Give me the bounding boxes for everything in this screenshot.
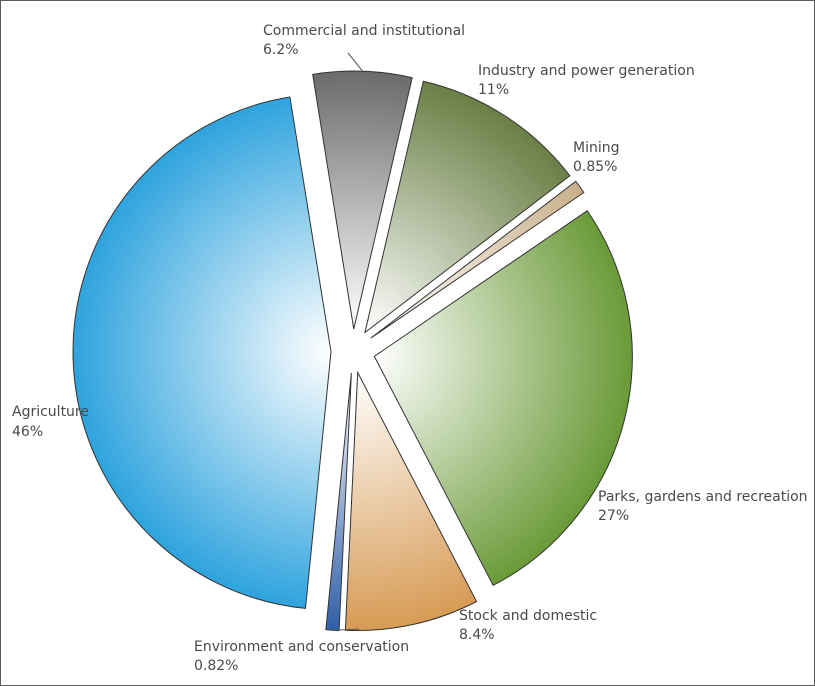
- pie-slice-environment: [325, 372, 352, 632]
- slice-label-name: Parks, gardens and recreation: [598, 489, 808, 505]
- pie-slices: [72, 70, 633, 632]
- slice-label-name: Agriculture: [12, 404, 89, 420]
- slice-label-percent: 0.82%: [194, 658, 238, 674]
- slice-label-commercial: Commercial and institutional 6.2%: [263, 23, 465, 58]
- leader-line-environment: [332, 628, 360, 631]
- pie-slice-parks: [373, 210, 633, 587]
- leader-line-commercial: [347, 52, 363, 72]
- slice-label-industry: Industry and power generation 11%: [478, 63, 695, 98]
- slice-label-percent: 8.4%: [459, 627, 495, 643]
- slice-label-percent: 0.85%: [573, 159, 617, 175]
- pie-slice-mining: [370, 180, 585, 339]
- slice-label-name: Commercial and institutional: [263, 23, 465, 39]
- pie-slice-industry: [364, 80, 571, 334]
- slice-label-percent: 11%: [478, 82, 509, 98]
- slice-label-agriculture: Agriculture 46%: [12, 404, 89, 440]
- slice-label-mining: Mining 0.85%: [573, 140, 620, 175]
- slice-label-name: Industry and power generation: [478, 63, 695, 79]
- slice-label-percent: 46%: [12, 424, 43, 440]
- slice-label-name: Environment and conservation: [194, 639, 409, 655]
- slice-label-percent: 6.2%: [263, 42, 299, 58]
- slice-label-name: Mining: [573, 140, 620, 156]
- slice-label-percent: 27%: [598, 508, 629, 524]
- pie-slice-stock: [344, 370, 478, 631]
- pie-slice-agriculture: [72, 96, 332, 609]
- leader-lines: [332, 52, 363, 631]
- slice-label-stock: Stock and domestic 8.4%: [459, 608, 597, 643]
- slice-label-environment: Environment and conservation 0.82%: [194, 639, 409, 674]
- slice-labels: Commercial and institutional 6.2% Indust…: [12, 23, 808, 674]
- slice-label-name: Stock and domestic: [459, 608, 597, 624]
- slice-label-parks: Parks, gardens and recreation 27%: [598, 489, 808, 524]
